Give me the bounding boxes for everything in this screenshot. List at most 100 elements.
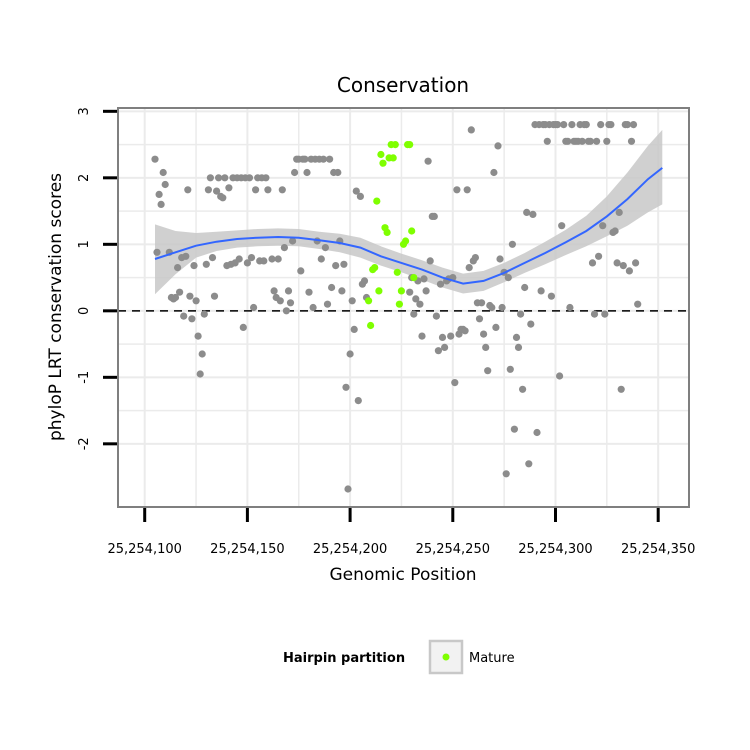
data-point — [508, 240, 516, 248]
data-point — [519, 385, 527, 393]
data-point — [595, 252, 603, 260]
data-points-layer — [151, 121, 642, 493]
data-point — [289, 237, 297, 245]
data-point — [303, 168, 311, 177]
data-point — [475, 315, 484, 323]
data-point — [420, 275, 428, 283]
data-point — [586, 137, 595, 145]
data-point — [346, 350, 354, 358]
data-point — [597, 121, 605, 129]
panel-border — [117, 107, 690, 508]
data-point — [438, 333, 447, 341]
mature-point — [408, 227, 416, 235]
y-tick-label: -2 — [77, 437, 92, 450]
data-point — [564, 137, 572, 145]
data-point — [613, 259, 621, 267]
data-point — [157, 200, 165, 208]
x-axis: 25,254,100 25,254,150 25,254,200 25,254,250… — [107, 508, 695, 557]
data-point — [434, 347, 442, 355]
confidence-band — [155, 129, 663, 295]
data-point — [568, 121, 576, 129]
data-point — [617, 385, 625, 393]
data-point — [533, 428, 541, 437]
data-point — [247, 254, 256, 262]
data-point — [488, 303, 496, 312]
x-tick-label: 25,254,100 — [107, 542, 181, 557]
data-point — [537, 287, 545, 295]
data-point — [176, 288, 184, 296]
data-point — [521, 283, 529, 292]
data-point — [188, 315, 196, 323]
data-point — [196, 370, 204, 378]
data-point — [262, 174, 270, 182]
data-point — [200, 310, 208, 318]
data-point — [239, 323, 247, 331]
data-point — [155, 190, 163, 198]
data-point — [430, 212, 438, 220]
data-point — [558, 222, 566, 230]
data-point — [615, 208, 623, 216]
data-point — [529, 210, 537, 218]
data-point — [342, 383, 350, 391]
data-point — [186, 292, 194, 300]
x-tick-label: 25,254,200 — [313, 542, 387, 557]
x-axis-title: Genomic Position — [329, 565, 476, 585]
data-point — [276, 297, 284, 305]
data-point — [225, 184, 233, 192]
data-point — [260, 257, 268, 265]
data-point — [634, 300, 642, 308]
mature-point — [367, 321, 375, 330]
data-point — [309, 303, 317, 312]
data-point — [593, 137, 601, 145]
x-tick-label: 25,254,250 — [416, 542, 490, 557]
mature-point — [379, 159, 387, 167]
data-point — [601, 310, 609, 318]
y-tick-label: 2 — [77, 174, 92, 182]
data-point — [301, 155, 309, 163]
data-point — [556, 372, 564, 380]
data-point — [291, 168, 299, 177]
data-point — [523, 208, 531, 216]
legend-title: Hairpin partition — [283, 651, 405, 666]
data-point — [321, 244, 329, 252]
y-axis-title: phyloP LRT conservation scores — [46, 173, 66, 441]
data-point — [356, 192, 364, 200]
data-point — [344, 485, 352, 493]
data-point — [270, 287, 278, 295]
data-point — [198, 350, 206, 358]
data-point — [410, 310, 418, 318]
data-point — [416, 300, 424, 308]
data-point — [611, 227, 619, 235]
data-point — [323, 300, 332, 308]
legend: Hairpin partition Mature — [283, 639, 515, 675]
data-point — [194, 332, 202, 340]
mature-point — [395, 300, 403, 308]
data-point — [153, 248, 161, 256]
data-point — [338, 287, 346, 295]
data-point — [208, 254, 217, 262]
data-point — [204, 186, 212, 194]
data-point — [498, 303, 506, 312]
data-point — [219, 194, 227, 202]
data-point — [467, 126, 475, 134]
data-point — [264, 186, 272, 194]
data-point — [588, 259, 597, 267]
data-point — [412, 295, 420, 303]
data-point — [422, 287, 430, 295]
data-point — [215, 174, 223, 182]
data-point — [350, 325, 358, 333]
data-point — [161, 180, 169, 189]
data-point — [171, 293, 180, 302]
data-point — [328, 283, 336, 292]
mature-point — [383, 228, 391, 236]
data-point — [334, 168, 342, 177]
data-point — [603, 137, 611, 145]
data-point — [159, 168, 167, 177]
data-point — [632, 259, 640, 267]
data-point — [465, 264, 473, 272]
data-point — [278, 186, 286, 194]
y-tick-label: 0 — [77, 307, 92, 315]
data-point — [623, 121, 632, 129]
data-point — [590, 310, 599, 318]
